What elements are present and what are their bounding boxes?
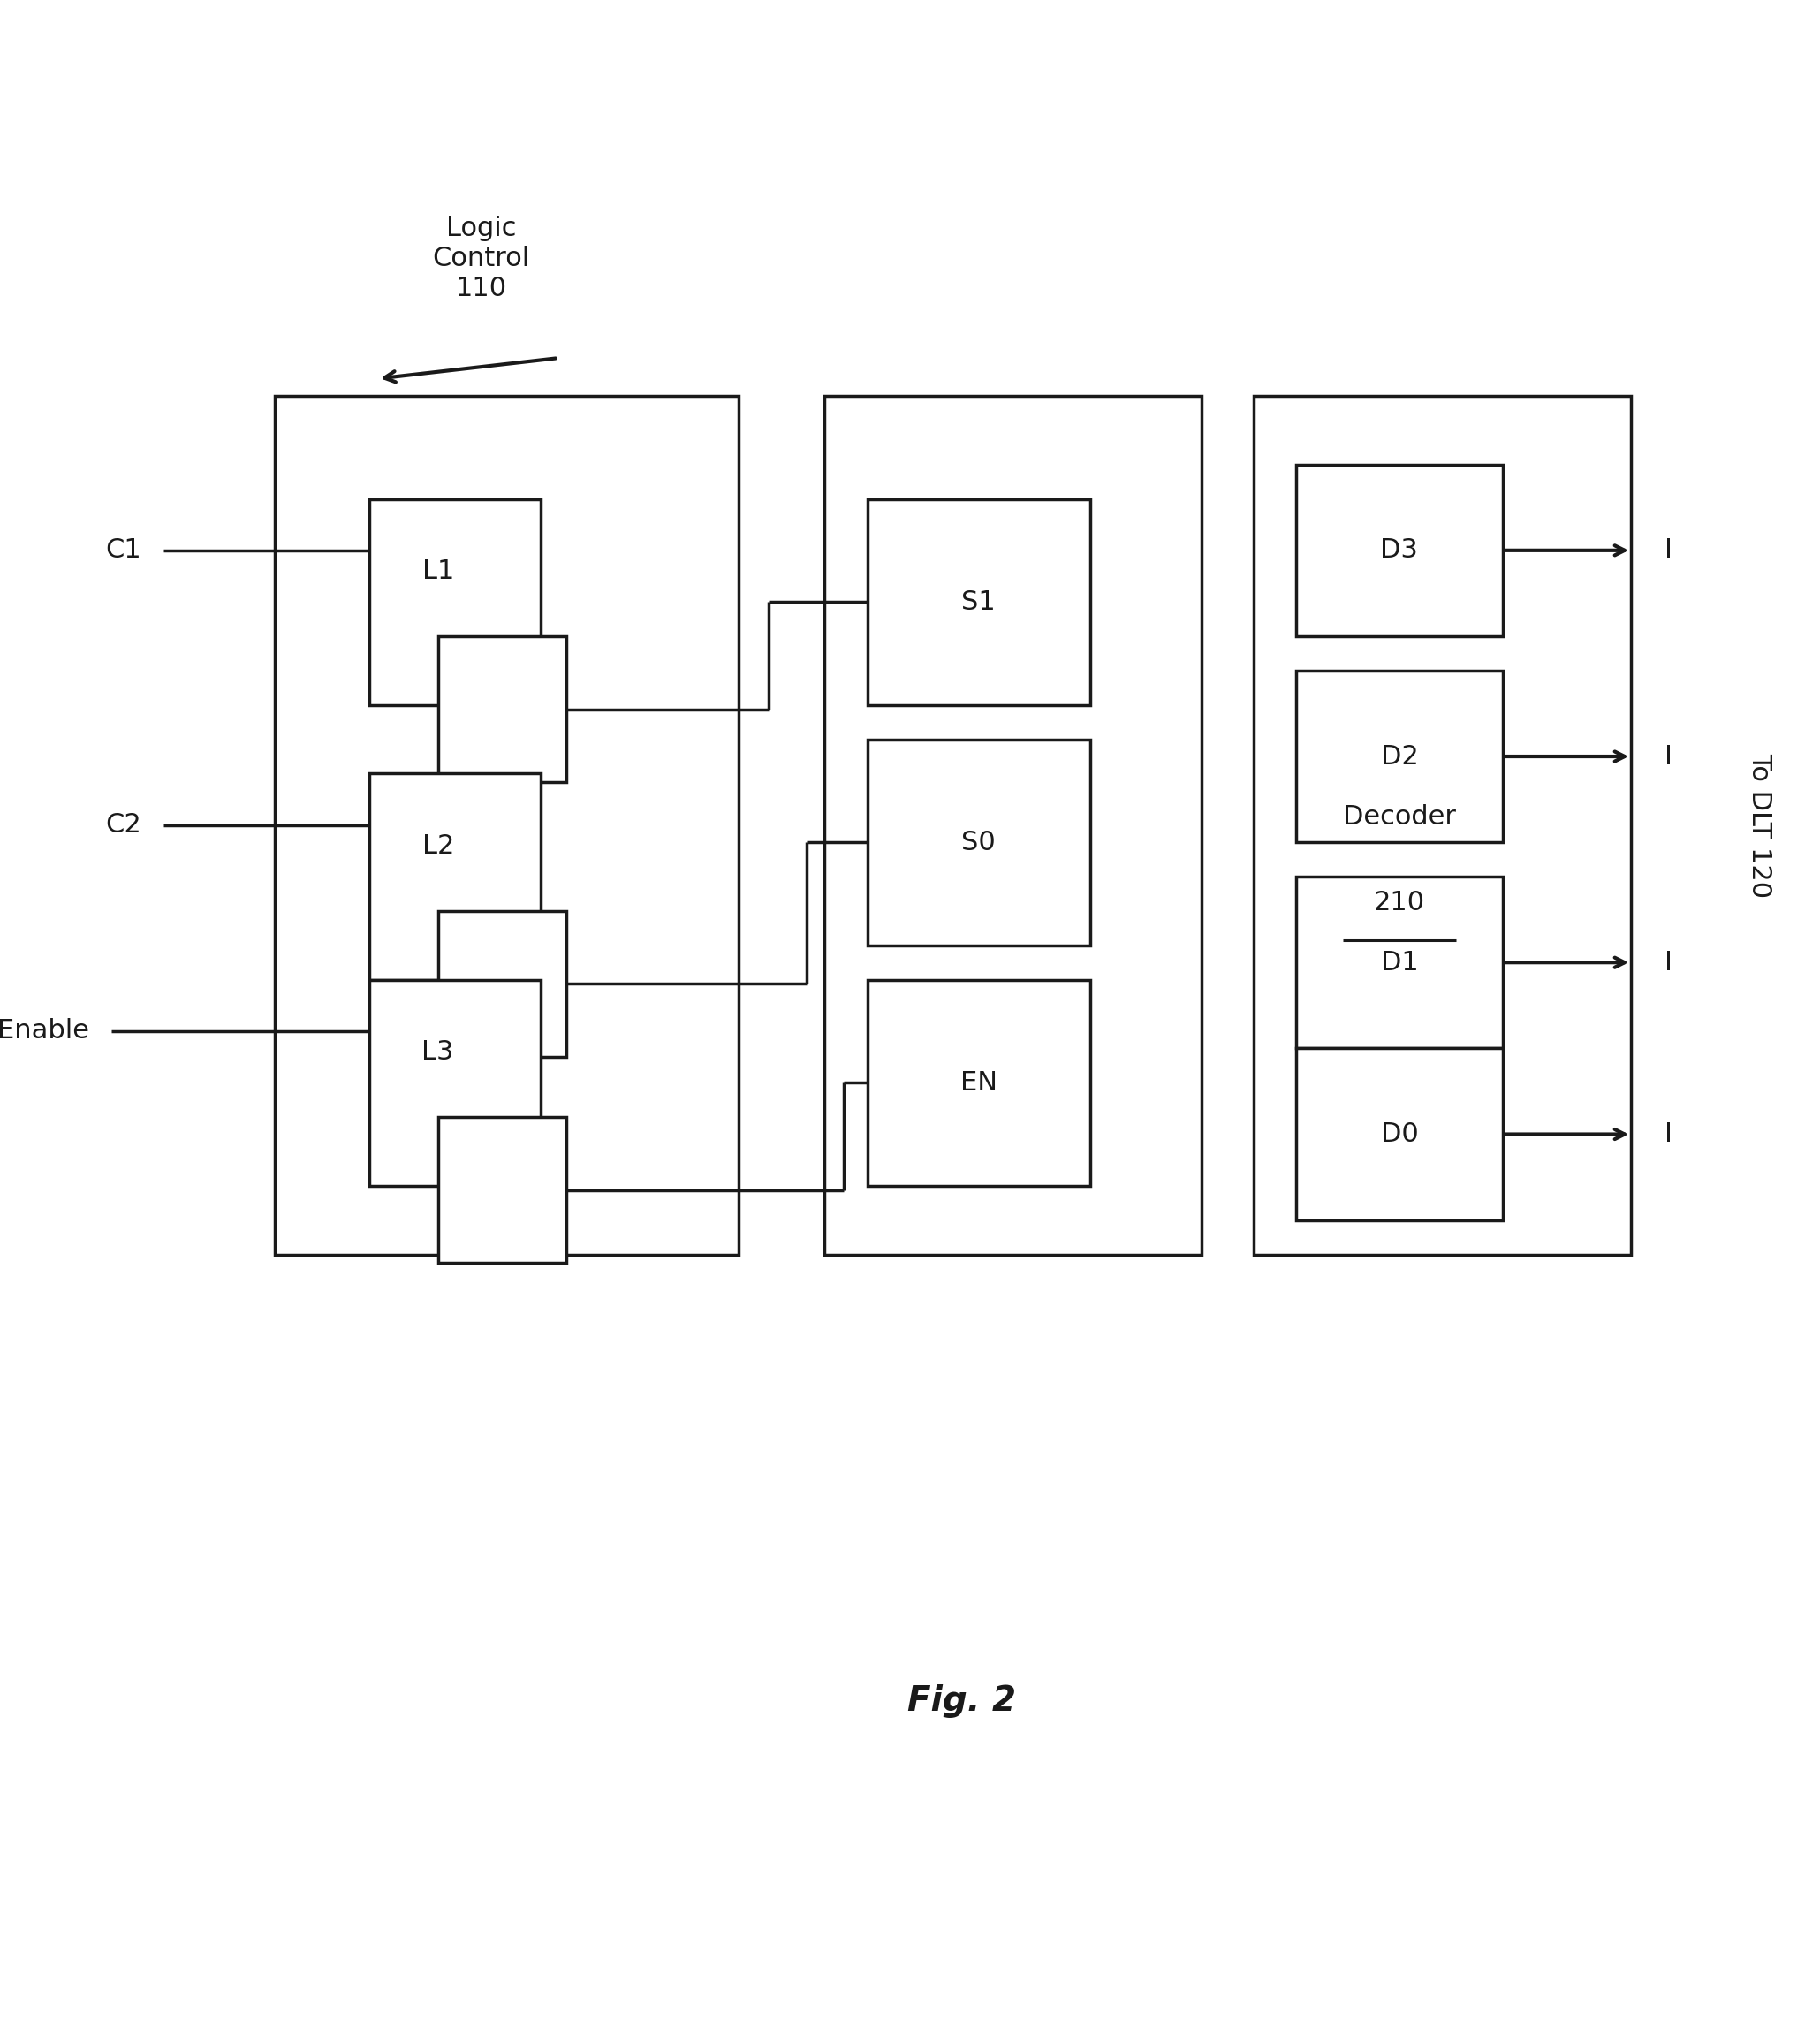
Text: L2: L2 (422, 834, 453, 858)
Bar (439, 911, 566, 1057)
Bar (1296, 671, 1502, 842)
Text: D3: D3 (1380, 537, 1418, 564)
Bar (369, 773, 541, 980)
Bar (439, 1117, 566, 1263)
Text: Logic
Control
110: Logic Control 110 (431, 215, 530, 300)
Text: L3: L3 (422, 1038, 453, 1065)
Text: Decoder: Decoder (1343, 803, 1456, 829)
Text: Enable: Enable (0, 1018, 89, 1044)
Bar (1296, 876, 1502, 1048)
Bar (1296, 1048, 1502, 1221)
Bar (1296, 464, 1502, 637)
Text: I: I (1665, 949, 1673, 975)
Text: Fig. 2: Fig. 2 (906, 1683, 1016, 1718)
Bar (1254, 395, 1631, 1255)
Bar (866, 980, 1090, 1186)
Text: D2: D2 (1381, 744, 1418, 769)
Bar (866, 499, 1090, 706)
Text: C1: C1 (106, 537, 140, 564)
Text: I: I (1665, 537, 1673, 564)
Text: S0: S0 (961, 829, 996, 856)
Bar (824, 395, 1201, 1255)
Bar (439, 637, 566, 783)
Text: D1: D1 (1381, 949, 1418, 975)
Text: S1: S1 (961, 588, 996, 614)
Text: L1: L1 (422, 558, 453, 584)
Bar (369, 499, 541, 706)
Text: C2: C2 (106, 813, 140, 838)
Text: D0: D0 (1381, 1121, 1418, 1148)
Text: EN: EN (961, 1071, 997, 1095)
Text: I: I (1665, 1121, 1673, 1148)
Text: 210: 210 (1374, 890, 1425, 915)
Text: I: I (1665, 744, 1673, 769)
Bar (866, 740, 1090, 945)
Bar (369, 980, 541, 1186)
Bar (275, 395, 739, 1255)
Text: To DLT 120: To DLT 120 (1747, 752, 1773, 898)
